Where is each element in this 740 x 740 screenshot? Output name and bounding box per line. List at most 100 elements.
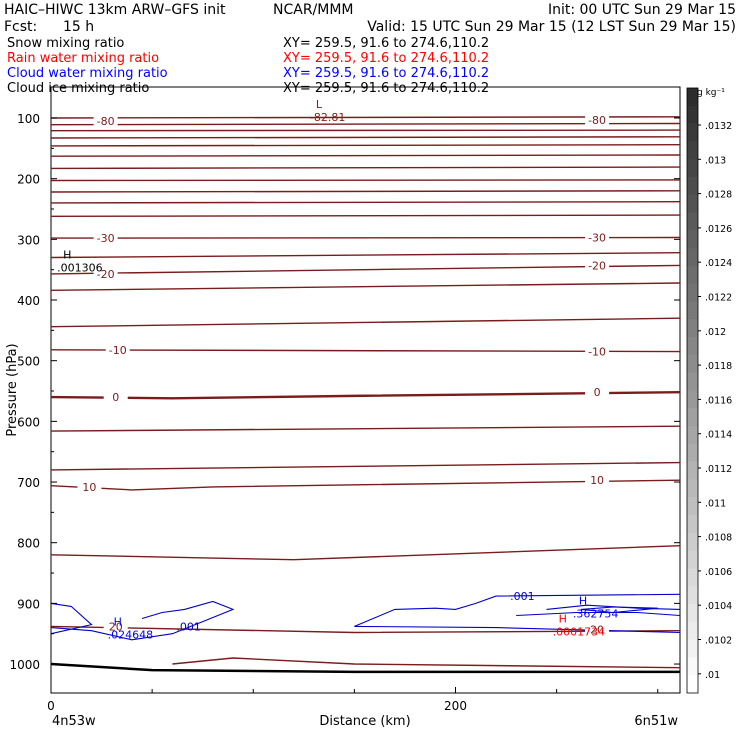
isotherm-value-label: 10 xyxy=(590,474,604,487)
isotherm-value-label: 0 xyxy=(594,386,601,399)
colorbar-cell xyxy=(687,212,698,231)
colorbar-cell xyxy=(687,515,698,534)
isotherm-line xyxy=(50,122,681,126)
colorbar-cell xyxy=(687,604,698,623)
isotherm-value-label: -10 xyxy=(109,344,127,357)
extremum-marker: H xyxy=(63,249,71,262)
isotherm-line xyxy=(50,116,681,119)
extremum-value: .0001734 xyxy=(553,626,606,639)
colorbar-cell xyxy=(687,230,698,249)
plot-frame xyxy=(50,86,681,694)
isotherm-line xyxy=(50,236,681,239)
extremum-marker: L xyxy=(316,98,323,111)
field-xy-range: XY= 259.5, 91.6 to 274.6,110.2 xyxy=(283,36,489,51)
isotherm-line xyxy=(50,282,681,291)
colorbar-tick-label: .0132 xyxy=(705,121,732,132)
colorbar-tick-label: .0104 xyxy=(705,601,732,612)
colorbar-cell xyxy=(687,532,698,552)
isotherm-value-label: -80 xyxy=(97,115,115,128)
isotherm-value-label: 10 xyxy=(82,481,96,494)
colorbar-tick-label: .0124 xyxy=(705,258,732,269)
x-axis: 0 200 xyxy=(47,687,659,713)
colorbar-cell xyxy=(687,675,698,694)
colorbar-cell xyxy=(687,657,698,676)
isotherm-line xyxy=(50,136,681,139)
org-label: NCAR/MMM xyxy=(273,2,354,18)
y-tick-label: 200 xyxy=(17,173,40,187)
y-tick-label: 500 xyxy=(17,355,40,369)
colorbar-cell xyxy=(687,301,698,320)
cloud-water-contour xyxy=(516,611,681,617)
isotherm-value-label: 20 xyxy=(590,623,604,636)
y-tick-label: 600 xyxy=(17,415,40,429)
x-axis-label: Distance (km) xyxy=(319,714,410,729)
y-tick-label: 300 xyxy=(17,233,40,247)
isotherm-line xyxy=(50,129,681,132)
colorbar-cell xyxy=(687,319,698,338)
cloud-water-contour xyxy=(354,593,681,627)
colorbar-cell xyxy=(687,123,698,142)
y-tick-label: 700 xyxy=(17,476,40,490)
forecast-hour: 15 h xyxy=(63,19,94,35)
cloud-water-contour xyxy=(354,625,681,634)
label-background xyxy=(585,474,610,487)
colorbar-cell xyxy=(687,176,698,196)
isotherm-line xyxy=(50,461,681,471)
colorbar-cell xyxy=(687,354,698,374)
extremum-marker: H xyxy=(114,616,122,629)
colorbar-cell xyxy=(687,248,698,267)
valid-time: Valid: 15 UTC Sun 29 Mar 15 (12 LST Sun … xyxy=(367,19,736,35)
colorbar-cell xyxy=(687,568,698,587)
colorbar-tick-label: .0114 xyxy=(705,430,732,441)
label-background xyxy=(77,480,102,493)
cloud-water-contours xyxy=(50,593,681,641)
isotherm-line xyxy=(50,154,681,157)
label-background xyxy=(585,231,610,244)
colorbar-cell xyxy=(687,105,698,125)
label-background xyxy=(93,115,118,128)
isotherm-line xyxy=(50,179,681,182)
label-background xyxy=(585,259,610,272)
colorbar-tick-label: .0118 xyxy=(705,361,732,372)
colorbar-tick-label: .0116 xyxy=(705,395,732,406)
isotherm-value-label: 20 xyxy=(109,620,123,633)
colorbar-cell xyxy=(687,426,698,445)
colorbar-cell xyxy=(687,639,698,658)
isotherm-value-label: -20 xyxy=(97,268,115,281)
field-xy-range: XY= 259.5, 91.6 to 274.6,110.2 xyxy=(283,81,489,96)
colorbar-cell xyxy=(687,194,698,214)
extremum-marker: H xyxy=(579,594,587,607)
colorbar-tick-label: .0108 xyxy=(705,533,732,544)
isotherm-line xyxy=(172,657,681,669)
x-tick-label: 0 xyxy=(47,699,55,713)
isotherm-line xyxy=(50,264,681,275)
field-label: Rain water mixing ratio xyxy=(7,51,159,66)
label-background xyxy=(93,267,118,280)
field-xy-range: XY= 259.5, 91.6 to 274.6,110.2 xyxy=(283,51,489,66)
y-tick-label: 400 xyxy=(17,294,40,308)
isotherm-value-label: -20 xyxy=(588,259,606,272)
extremum-value: .362754 xyxy=(573,607,619,620)
colorbar-cell xyxy=(687,479,698,498)
field-label: Cloud ice mixing ratio xyxy=(7,81,149,96)
field-legend: Snow mixing ratio XY= 259.5, 91.6 to 274.… xyxy=(7,36,489,96)
y-tick-label: 800 xyxy=(17,537,40,551)
extremum-value: -82.81 xyxy=(310,111,345,124)
isotherm-line xyxy=(50,425,681,432)
colorbar-cell xyxy=(687,390,698,409)
isotherm-value-label: -80 xyxy=(588,114,606,127)
label-background xyxy=(585,386,610,399)
y-tick-label: 1000 xyxy=(9,658,40,672)
model-title: HAIC–HIWC 13km ARW–GFS init xyxy=(4,2,226,18)
colorbar-tick-label: .0128 xyxy=(705,190,732,201)
y-tick-label: 900 xyxy=(17,597,40,611)
colorbar-tick-label: .012 xyxy=(705,327,726,338)
colorbar-cell xyxy=(687,337,698,356)
colorbar-cell xyxy=(687,159,698,178)
colorbar-tick-label: .013 xyxy=(705,155,726,166)
y-tick-label: 100 xyxy=(17,112,40,126)
colorbar-tick-label: .011 xyxy=(705,498,726,509)
colorbar-unit: g kg⁻¹ xyxy=(697,88,725,98)
cloud-water-contour xyxy=(50,600,235,641)
